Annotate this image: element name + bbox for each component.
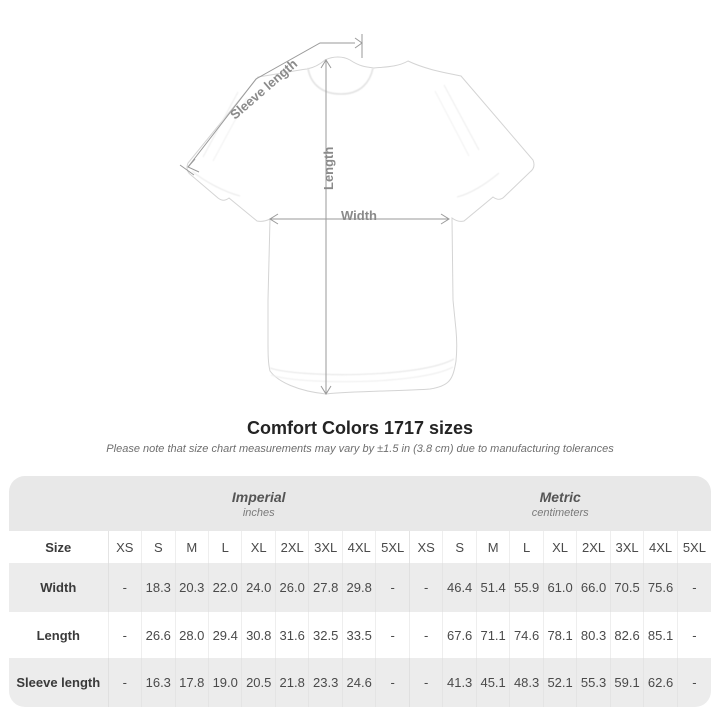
svg-text:Length: Length [321, 147, 336, 190]
svg-text:Width: Width [341, 208, 377, 223]
